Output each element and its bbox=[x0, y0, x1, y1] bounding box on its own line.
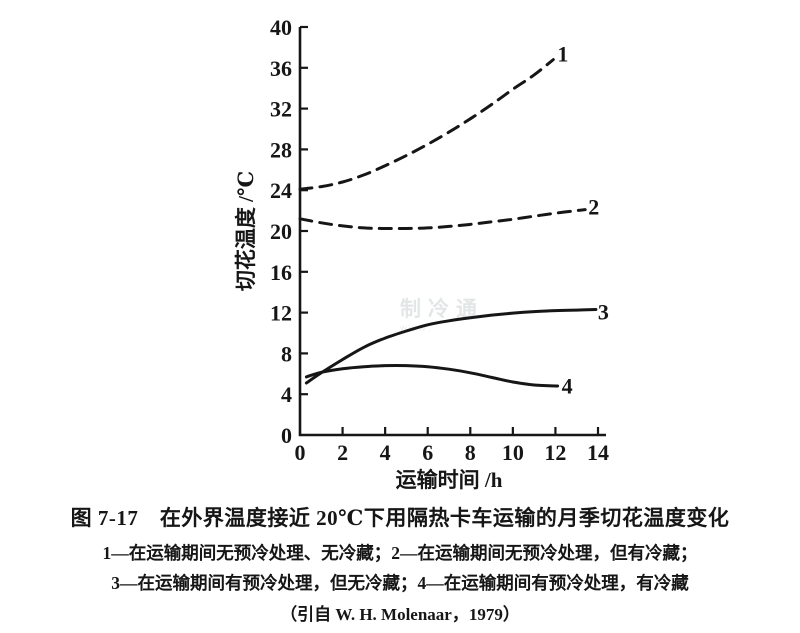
figure-caption-title: 图 7-17 在外界温度接近 20℃下用隔热卡车运输的月季切花温度变化 bbox=[70, 506, 730, 530]
y-axis-tick-label: 28 bbox=[270, 137, 292, 162]
x-axis-tick-label: 6 bbox=[422, 440, 433, 465]
x-axis-tick-label: 4 bbox=[380, 440, 391, 465]
y-axis-title: 切花温度 /℃ bbox=[234, 171, 258, 291]
x-axis-tick-label: 0 bbox=[295, 440, 306, 465]
x-axis-tick-label: 12 bbox=[544, 440, 566, 465]
figure-legend-line-2: 3—在运输期间有预冷处理，但无冷藏；4—在运输期间有预冷处理，有冷藏 bbox=[111, 573, 689, 593]
series-label-1: 1 bbox=[557, 42, 568, 67]
series-line-2 bbox=[298, 208, 587, 231]
y-axis-tick-label: 16 bbox=[270, 260, 292, 285]
figure-legend-line-1: 1—在运输期间无预冷处理、无冷藏；2—在运输期间无预冷处理，但有冷藏； bbox=[102, 543, 698, 563]
x-axis-tick-label: 8 bbox=[465, 440, 476, 465]
x-axis-tick-label: 10 bbox=[502, 440, 524, 465]
y-axis-tick-label: 12 bbox=[270, 301, 292, 326]
y-axis-tick-label: 24 bbox=[270, 178, 292, 203]
series-label-4: 4 bbox=[562, 374, 573, 399]
y-axis-tick-label: 40 bbox=[270, 15, 292, 40]
y-axis-tick-label: 8 bbox=[281, 341, 292, 366]
series-line-1 bbox=[298, 58, 555, 191]
y-axis-tick-label: 4 bbox=[281, 382, 292, 407]
series-line-4 bbox=[304, 364, 560, 388]
figure-source-citation: （引自 W. H. Molenaar，1979） bbox=[280, 605, 520, 624]
x-axis-tick-label: 2 bbox=[337, 440, 348, 465]
y-axis-tick-label: 36 bbox=[270, 56, 292, 81]
series-line-3 bbox=[304, 308, 598, 385]
series-label-3: 3 bbox=[598, 300, 609, 325]
axis-lines bbox=[298, 27, 606, 437]
x-axis-tick-label: 14 bbox=[587, 440, 609, 465]
y-axis-tick-label: 0 bbox=[281, 423, 292, 448]
y-axis-tick-label: 32 bbox=[270, 97, 292, 122]
series-label-2: 2 bbox=[588, 195, 599, 220]
x-axis-title: 运输时间 /h bbox=[396, 468, 503, 492]
y-axis-tick-label: 20 bbox=[270, 219, 292, 244]
